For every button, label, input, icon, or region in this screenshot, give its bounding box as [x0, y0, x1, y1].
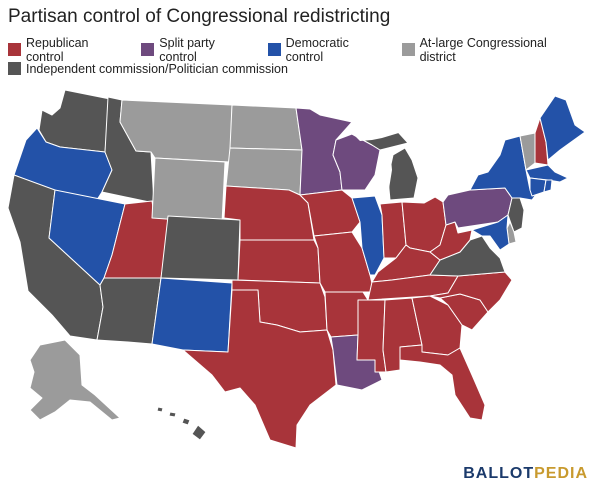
state-MO [313, 231, 375, 293]
legend-label-democratic: Democratic control [285, 35, 349, 64]
legend-label-commission: Independent commission/Politician commis… [26, 61, 288, 76]
state-MD [471, 214, 510, 251]
legend: Republican control Split party control D… [8, 36, 598, 78]
state-NM [151, 277, 233, 353]
legend-item-split: Split party control [141, 36, 255, 64]
state-RI [543, 179, 553, 193]
map-title: Partisan control of Congressional redist… [8, 6, 391, 27]
legend-swatch-at-large [401, 43, 415, 56]
logo-part-1: BALLOT [463, 465, 535, 482]
state-AZ [96, 277, 162, 345]
state-ND [229, 104, 303, 151]
legend-label-at-large: At-large Congressional district [419, 35, 547, 64]
state-HI [156, 406, 207, 441]
legend-row-2: Independent commission/Politician commis… [8, 59, 598, 78]
state-FL [399, 344, 486, 421]
state-HI-oahu [168, 411, 177, 418]
legend-item-at-large: At-large Congressional district [401, 35, 586, 64]
legend-label-split: Split party control [159, 35, 215, 64]
state-CO [160, 215, 241, 281]
legend-item-democratic: Democratic control [267, 35, 390, 64]
legend-item-republican: Republican control [8, 36, 129, 64]
lake-michigan [380, 148, 392, 196]
legend-swatch-republican [8, 43, 21, 56]
us-map [7, 89, 586, 449]
state-HI-maui [181, 417, 191, 426]
ballotpedia-logo: BALLOTPEDIA [463, 465, 588, 483]
legend-swatch-democratic [267, 43, 281, 56]
state-OH [401, 196, 447, 253]
state-HI-kauai [156, 406, 164, 413]
legend-swatch-split [141, 43, 155, 56]
state-ME [539, 95, 586, 161]
state-HI-big-island [191, 424, 207, 441]
state-TX [182, 289, 337, 449]
logo-part-2: PEDIA [534, 465, 588, 482]
state-IA [299, 189, 361, 237]
state-NC [429, 271, 513, 313]
state-WA [38, 89, 111, 153]
legend-row-1: Republican control Split party control D… [8, 36, 598, 64]
state-WY [151, 157, 226, 224]
legend-item-commission: Independent commission/Politician commis… [8, 62, 288, 76]
legend-label-republican: Republican control [25, 35, 89, 64]
state-IL [351, 195, 385, 276]
lake-erie [418, 182, 450, 195]
legend-swatch-commission [8, 62, 21, 75]
lake-superior [352, 124, 402, 141]
state-CT [529, 177, 547, 197]
state-AK [29, 339, 121, 421]
state-KS [237, 239, 321, 284]
